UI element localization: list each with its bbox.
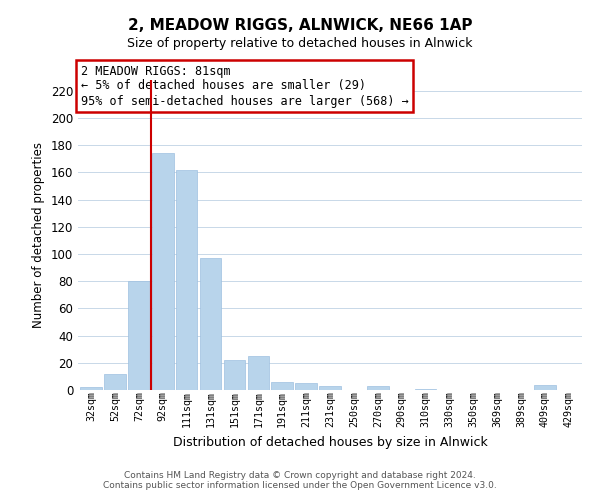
Bar bbox=[104, 374, 126, 390]
Text: 2, MEADOW RIGGS, ALNWICK, NE66 1AP: 2, MEADOW RIGGS, ALNWICK, NE66 1AP bbox=[128, 18, 472, 32]
Text: Contains HM Land Registry data © Crown copyright and database right 2024.
Contai: Contains HM Land Registry data © Crown c… bbox=[103, 470, 497, 490]
Bar bbox=[248, 356, 269, 390]
Text: Size of property relative to detached houses in Alnwick: Size of property relative to detached ho… bbox=[127, 38, 473, 51]
Bar bbox=[80, 388, 102, 390]
Bar bbox=[200, 258, 221, 390]
Bar bbox=[367, 386, 389, 390]
Bar bbox=[415, 388, 436, 390]
Bar bbox=[224, 360, 245, 390]
Bar bbox=[271, 382, 293, 390]
Bar bbox=[128, 281, 149, 390]
Bar bbox=[295, 383, 317, 390]
Bar bbox=[534, 384, 556, 390]
Text: 2 MEADOW RIGGS: 81sqm
← 5% of detached houses are smaller (29)
95% of semi-detac: 2 MEADOW RIGGS: 81sqm ← 5% of detached h… bbox=[80, 64, 408, 108]
Y-axis label: Number of detached properties: Number of detached properties bbox=[32, 142, 45, 328]
Bar bbox=[176, 170, 197, 390]
Bar bbox=[319, 386, 341, 390]
X-axis label: Distribution of detached houses by size in Alnwick: Distribution of detached houses by size … bbox=[173, 436, 487, 448]
Bar bbox=[152, 154, 173, 390]
